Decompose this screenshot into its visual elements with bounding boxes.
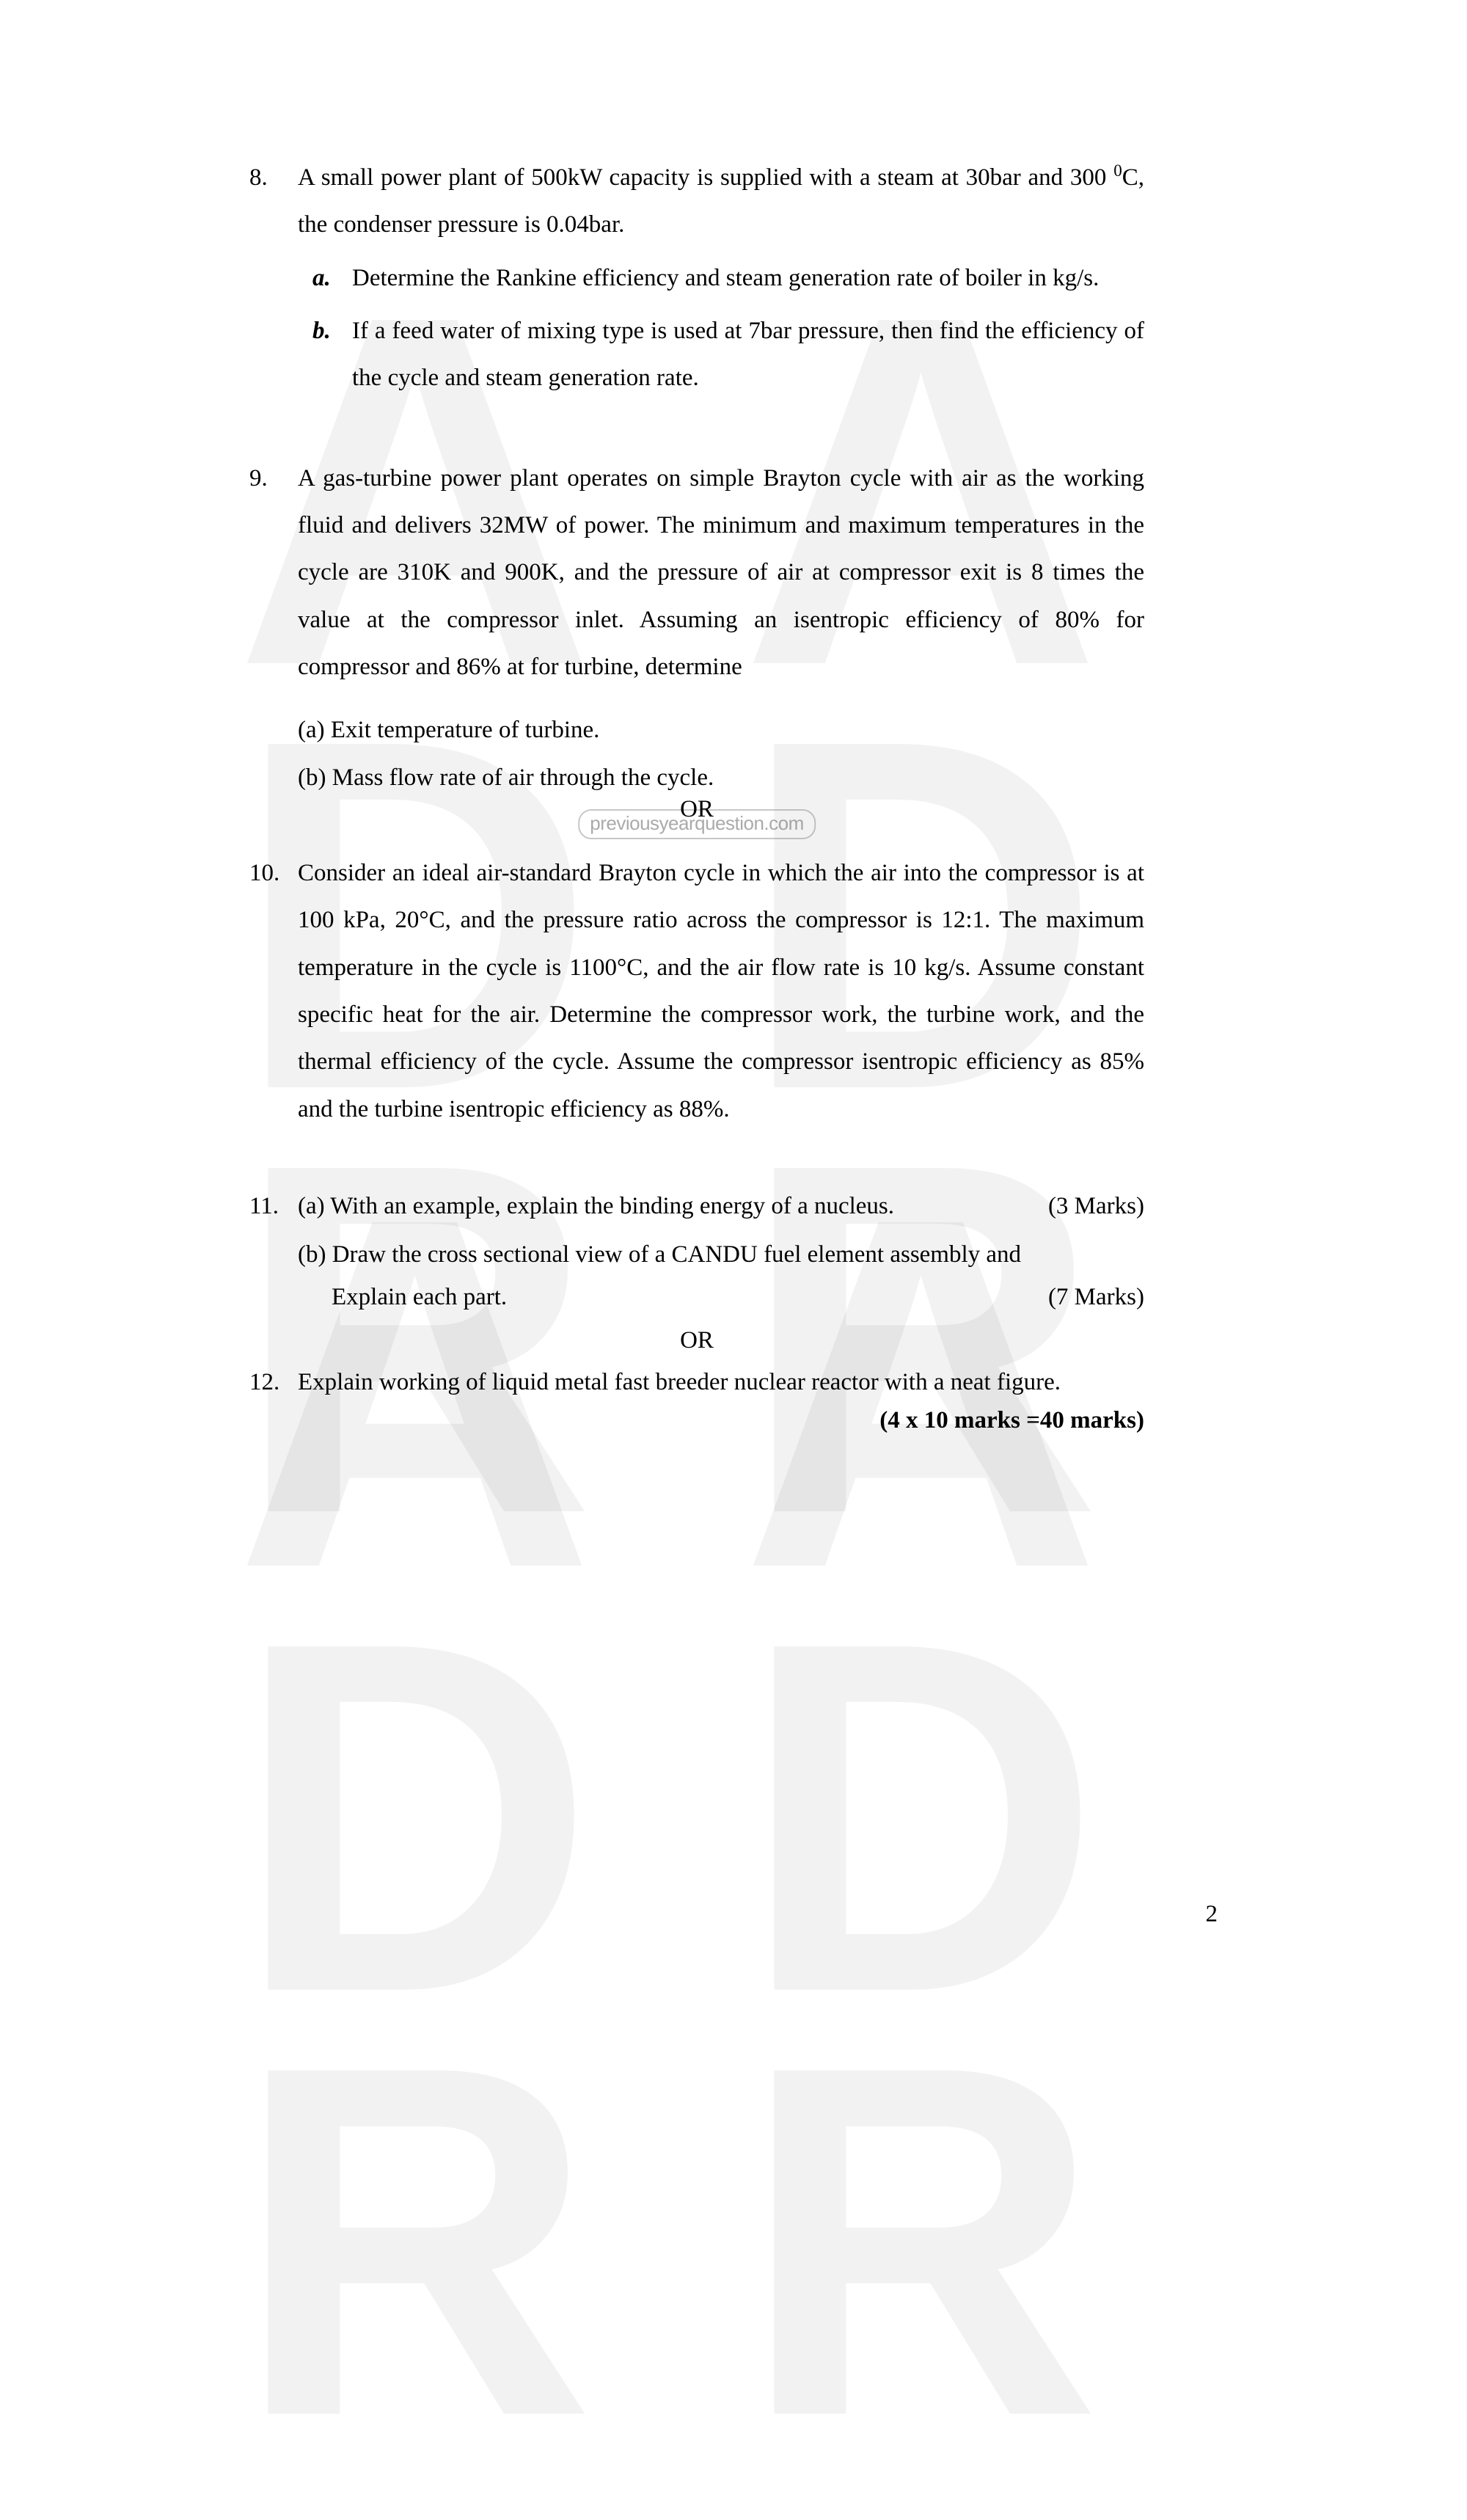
question-11-b: (b) Draw the cross sectional view of a C… [298, 1234, 1144, 1319]
question-text: A gas-turbine power plant operates on si… [298, 465, 1144, 680]
question-11: 11. (a) With an example, explain the bin… [249, 1186, 1144, 1318]
total-marks: (4 x 10 marks =40 marks) [249, 1407, 1144, 1434]
question-8-sub-b: b. If a feed water of mixing type is use… [298, 307, 1144, 402]
question-11-a-text: (a) With an example, explain the binding… [298, 1186, 1019, 1228]
question-11-a: (a) With an example, explain the binding… [298, 1186, 1144, 1228]
question-9: 9. A gas-turbine power plant operates on… [249, 455, 1144, 797]
question-11-b-line1: (b) Draw the cross sectional view of a C… [298, 1241, 1021, 1268]
or-separator: OR [249, 1327, 1144, 1354]
question-9-sub-b: (b) Mass flow rate of air through the cy… [298, 759, 1144, 797]
question-8-sub-a: a. Determine the Rankine efficiency and … [298, 255, 1144, 302]
question-11-b-marks: (7 Marks) [1048, 1277, 1144, 1319]
question-text: Consider an ideal air-standard Brayton c… [298, 860, 1144, 1122]
question-number: 10. [249, 850, 298, 1133]
question-text: A small power plant of 500kW capacity is… [298, 164, 1144, 238]
question-8: 8. A small power plant of 500kW capacity… [249, 154, 1144, 402]
sub-label: b. [312, 307, 352, 402]
question-number: 8. [249, 154, 298, 402]
question-11-b-line2-text: Explain each part. [332, 1277, 1048, 1319]
question-12: 12. Explain working of liquid metal fast… [249, 1362, 1144, 1403]
question-number: 12. [249, 1362, 298, 1403]
question-number: 9. [249, 455, 298, 797]
or-text: OR [680, 796, 714, 822]
question-text: Explain working of liquid metal fast bre… [298, 1369, 1061, 1395]
question-number: 11. [249, 1186, 298, 1318]
question-9-sub-a: (a) Exit temperature of turbine. [298, 711, 1144, 750]
or-text: OR [680, 1327, 714, 1354]
or-separator: OR previousyearquestion.com [249, 796, 1144, 823]
page-content: 8. A small power plant of 500kW capacity… [249, 154, 1144, 1434]
page-number: 2 [1206, 1901, 1218, 1928]
sub-text: If a feed water of mixing type is used a… [352, 307, 1144, 402]
question-10: 10. Consider an ideal air-standard Brayt… [249, 850, 1144, 1133]
question-11-a-marks: (3 Marks) [1019, 1186, 1144, 1228]
sub-label: a. [312, 255, 352, 302]
sub-text: Determine the Rankine efficiency and ste… [352, 255, 1144, 302]
